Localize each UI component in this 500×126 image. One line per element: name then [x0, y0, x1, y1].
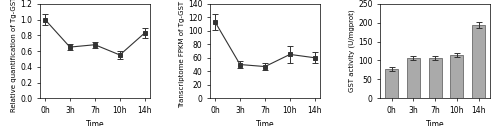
Bar [450, 55, 464, 98]
Y-axis label: Relative quantification of Tg-GST 2: Relative quantification of Tg-GST 2 [12, 0, 18, 112]
X-axis label: Time: Time [256, 120, 274, 126]
Y-axis label: Transcriptome FPKM of Tg-GST 2: Transcriptome FPKM of Tg-GST 2 [179, 0, 185, 108]
Bar [472, 25, 485, 98]
Bar [407, 58, 420, 98]
Y-axis label: GST activity (U/mgprot): GST activity (U/mgprot) [349, 10, 356, 92]
Bar [428, 58, 442, 98]
X-axis label: Time: Time [86, 120, 104, 126]
Bar [385, 69, 398, 98]
X-axis label: Time: Time [426, 120, 444, 126]
